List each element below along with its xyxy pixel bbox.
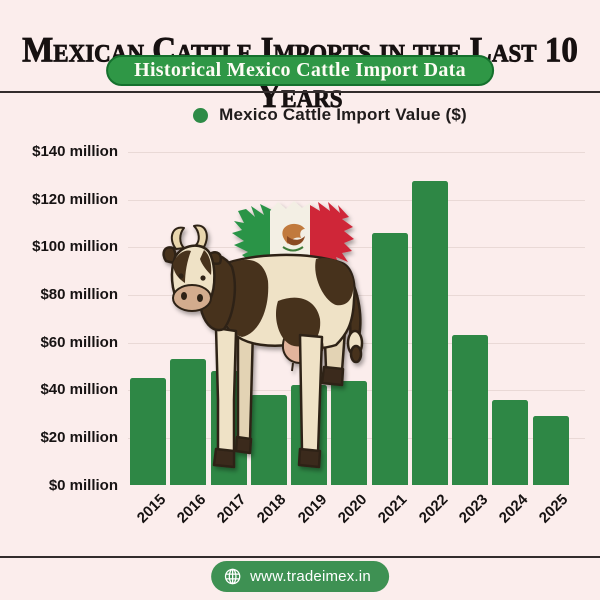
y-tick-label: $0 million [48,476,118,494]
gridline [128,199,585,201]
chart-legend: Mexico Cattle Import Value ($) [60,105,600,125]
cow [162,224,364,469]
gridline [128,247,585,249]
website-badge[interactable]: www.tradeimex.in [211,561,389,592]
x-tick-label: 2022 [415,491,451,527]
cow-with-mexican-flag-illustration [160,195,370,485]
bar [371,232,408,486]
bar [331,380,368,486]
website-url: www.tradeimex.in [250,568,371,585]
x-tick-label: 2017 [213,491,250,527]
y-tick-label: $100 million [32,238,118,256]
x-tick-label: 2021 [375,491,411,527]
divider-top [0,91,600,93]
bar [170,359,207,486]
bar [532,416,569,486]
x-tick-label: 2025 [536,491,572,527]
y-tick-label: $40 million [40,381,118,399]
subtitle-badge: Historical Mexico Cattle Import Data [106,55,494,86]
bar [411,180,448,486]
legend-marker-icon [193,107,209,123]
x-tick-label: 2024 [495,491,532,527]
bar [452,335,489,486]
x-tick-label: 2020 [334,491,371,527]
y-tick-label: $120 million [32,190,118,208]
gridline [128,152,585,153]
x-tick-label: 2016 [173,491,210,527]
bar [250,394,287,486]
bar [130,378,166,486]
mexican-flag [232,201,354,270]
subtitle-text: Historical Mexico Cattle Import Data [134,59,466,81]
legend-label: Mexico Cattle Import Value ($) [219,105,467,124]
y-tick-label: $60 million [40,333,118,351]
x-tick-label: 2023 [455,491,492,527]
globe-icon [224,568,241,585]
y-tick-label: $80 million [40,285,118,303]
y-tick-label: $140 million [32,143,118,160]
divider-bottom [0,556,600,558]
y-tick-label: $20 million [40,428,118,446]
cow-flag-svg [162,201,364,469]
x-tick-label: 2015 [133,491,170,527]
flag-eagle-emblem [282,223,305,252]
bar [492,399,529,486]
x-tick-label: 2018 [254,491,290,527]
x-tick-label: 2019 [294,491,331,527]
